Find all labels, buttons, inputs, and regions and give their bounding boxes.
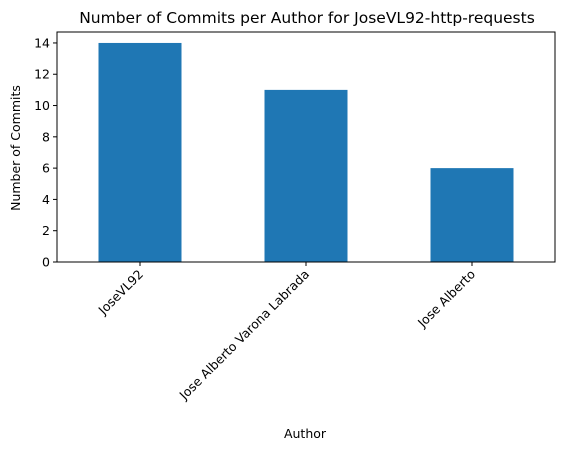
y-tick-label: 10 bbox=[34, 98, 50, 113]
plot-frame bbox=[56, 31, 556, 263]
x-axis-ticks: JoseVL92 Jose Alberto Varona Labrada Jose … bbox=[95, 262, 478, 404]
bars-group bbox=[98, 42, 514, 263]
y-tick-label: 8 bbox=[42, 129, 50, 144]
y-tick-label: 4 bbox=[42, 192, 50, 207]
x-tick-label: JoseVL92 bbox=[95, 267, 147, 319]
y-tick-label: 14 bbox=[34, 35, 50, 50]
x-tick-label: Jose Alberto bbox=[414, 267, 478, 331]
y-tick-label: 2 bbox=[42, 223, 50, 238]
x-tick-label: Jose Alberto Varona Labrada bbox=[176, 267, 313, 404]
y-axis-label: Number of Commits bbox=[8, 85, 23, 211]
y-tick-label: 0 bbox=[42, 255, 50, 270]
bar-2 bbox=[264, 89, 348, 262]
chart-title: Number of Commits per Author for JoseVL9… bbox=[79, 9, 535, 27]
bar-1 bbox=[98, 42, 182, 263]
bar-3 bbox=[430, 168, 514, 262]
x-axis-label: Author bbox=[284, 426, 327, 441]
y-axis-ticks: 0 2 4 6 8 10 12 14 bbox=[34, 35, 57, 270]
y-tick-label: 6 bbox=[42, 161, 50, 176]
y-tick-label: 12 bbox=[34, 67, 50, 82]
